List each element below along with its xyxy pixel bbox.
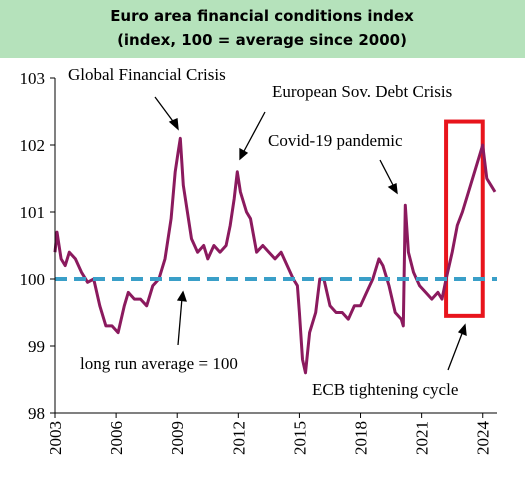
arrow <box>242 111 266 154</box>
arrow <box>154 96 176 125</box>
series-line <box>53 136 497 375</box>
y-tick-label: 98 <box>28 404 45 423</box>
x-tick-label: 2015 <box>290 421 309 455</box>
chart-subtitle: (index, 100 = average since 2000) <box>117 31 407 49</box>
annotation: European Sov. Debt Crisis <box>272 82 452 101</box>
x-tick-label: 2006 <box>107 421 126 455</box>
arrow <box>177 297 183 346</box>
y-tick-label: 103 <box>20 69 46 88</box>
x-tick-label: 2009 <box>168 421 187 455</box>
arrows <box>154 96 467 371</box>
chart-title: Euro area financial conditions index <box>110 7 414 25</box>
annotation: Global Financial Crisis <box>68 65 226 84</box>
x-tick-label: 2021 <box>413 421 432 455</box>
annotation: Covid-19 pandemic <box>268 131 403 150</box>
y-tick-label: 100 <box>20 270 46 289</box>
arrow-head <box>168 118 179 131</box>
arrow-head <box>176 290 187 302</box>
arrow-head <box>239 147 249 161</box>
y-tick-label: 102 <box>20 136 46 155</box>
arrow <box>379 159 395 188</box>
highlight-box <box>444 119 485 318</box>
annotation: long run average = 100 <box>80 354 238 373</box>
x-tick-label: 2018 <box>352 421 371 455</box>
annotation: ECB tightening cycle <box>312 380 458 399</box>
x-tick-label: 2024 <box>474 421 493 456</box>
arrow <box>447 330 464 371</box>
y-tick-label: 101 <box>20 203 46 222</box>
title-band <box>0 0 525 58</box>
arrow-head <box>387 183 398 195</box>
x-tick-label: 2003 <box>46 421 65 455</box>
y-tick-label: 99 <box>28 337 45 356</box>
x-tick-label: 2012 <box>229 421 248 455</box>
arrow-head <box>457 323 467 337</box>
